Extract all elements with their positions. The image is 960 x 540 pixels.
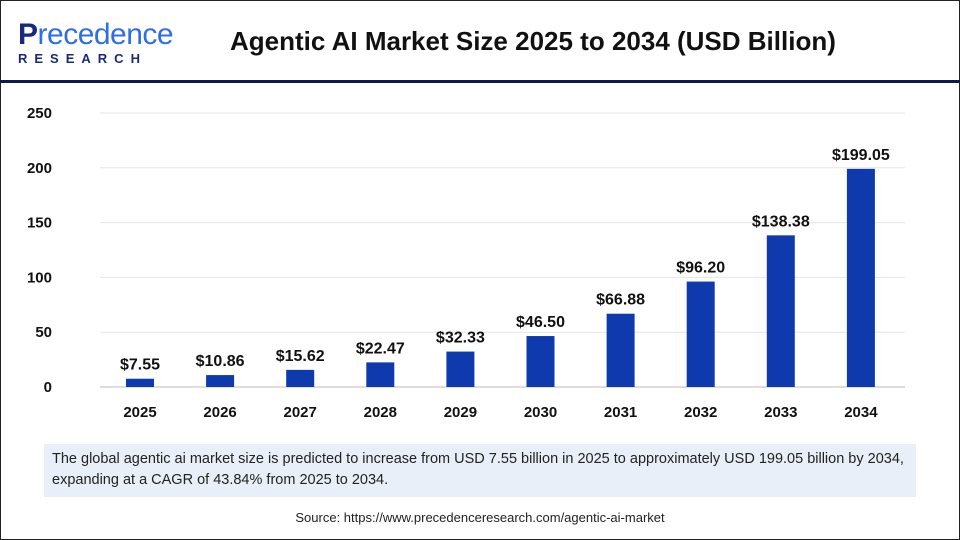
x-tick-label: 2025 <box>123 404 156 421</box>
bar <box>606 313 635 387</box>
y-tick-label: 100 <box>27 269 52 286</box>
data-label: $32.33 <box>436 330 485 347</box>
x-tick-label: 2028 <box>364 404 397 421</box>
y-tick-label: 200 <box>27 160 52 177</box>
bar <box>766 235 795 387</box>
data-label: $10.86 <box>196 353 245 370</box>
bar <box>846 168 875 387</box>
bar <box>446 351 475 387</box>
x-tick-label: 2033 <box>764 404 797 421</box>
data-label: $46.50 <box>516 314 565 331</box>
x-tick-label: 2030 <box>524 404 557 421</box>
y-tick-label: 0 <box>44 379 52 396</box>
data-label: $96.20 <box>676 260 725 277</box>
x-tick-label: 2032 <box>684 404 717 421</box>
data-label: $15.62 <box>276 348 325 365</box>
bar <box>686 281 715 387</box>
chart-title: Agentic AI Market Size 2025 to 2034 (USD… <box>230 26 836 56</box>
bar <box>526 336 555 387</box>
y-tick-label: 50 <box>35 324 52 341</box>
logo-name: recedence <box>37 18 174 51</box>
brand-logo: Precedence RESEARCH <box>18 18 174 67</box>
header: Precedence RESEARCH Agentic AI Market Si… <box>0 0 960 83</box>
data-label: $199.05 <box>832 147 890 164</box>
caption: The global agentic ai market size is pre… <box>44 444 916 497</box>
data-label: $66.88 <box>596 292 645 309</box>
logo-tagline: RESEARCH <box>18 51 147 66</box>
x-tick-label: 2031 <box>604 404 637 421</box>
bar <box>286 369 315 387</box>
x-tick-label: 2029 <box>444 404 477 421</box>
bar <box>126 378 154 387</box>
data-label: $138.38 <box>752 213 810 230</box>
logo-initial: P <box>18 18 38 51</box>
bar <box>366 362 395 387</box>
y-tick-label: 150 <box>27 215 52 232</box>
x-tick-label: 2034 <box>844 404 878 421</box>
y-tick-label: 250 <box>27 105 52 122</box>
data-label: $22.47 <box>356 340 405 357</box>
bar <box>206 375 235 387</box>
x-tick-label: 2027 <box>284 404 317 421</box>
bar-chart: 0 50 100 150 200 250 $7.55 2025 $10.86 2026 $15.62… <box>27 105 905 421</box>
x-tick-label: 2026 <box>203 404 236 421</box>
source-text: Source: https://www.precedenceresearch.c… <box>295 510 665 525</box>
data-label: $7.55 <box>120 357 160 374</box>
